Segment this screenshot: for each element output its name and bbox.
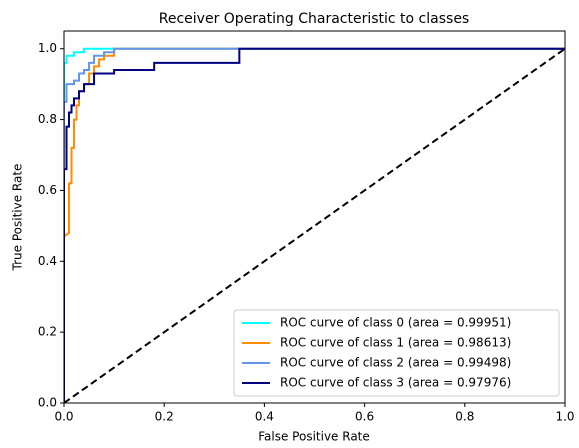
y-axis-label: True Positive Rate — [11, 164, 25, 272]
y-tick-label: 1.0 — [38, 41, 57, 55]
y-tick-label: 0.2 — [38, 325, 57, 339]
chart-title: Receiver Operating Characteristic to cla… — [159, 11, 469, 27]
y-tick-label: 0.4 — [38, 254, 57, 268]
y-tick-label: 0.0 — [38, 396, 57, 410]
legend-label: ROC curve of class 1 (area = 0.98613) — [280, 336, 511, 350]
y-tick-label: 0.6 — [38, 183, 57, 197]
x-tick-label: 0.0 — [54, 410, 73, 424]
y-tick-label: 0.8 — [38, 112, 57, 126]
x-tick-label: 0.6 — [355, 410, 374, 424]
roc-line — [64, 47, 565, 403]
legend-label: ROC curve of class 2 (area = 0.99498) — [280, 356, 511, 370]
x-tick-label: 1.0 — [555, 410, 574, 424]
legend-label: ROC curve of class 3 (area = 0.97976) — [280, 376, 511, 390]
x-tick-label: 0.2 — [155, 410, 174, 424]
legend-box — [233, 309, 560, 397]
axes-frame — [63, 30, 566, 404]
reference-line — [64, 47, 565, 403]
x-tick-label: 0.8 — [455, 410, 474, 424]
roc-line — [64, 47, 565, 403]
x-tick-label: 0.4 — [255, 410, 274, 424]
roc-line — [64, 47, 565, 403]
legend-label: ROC curve of class 0 (area = 0.99951) — [280, 316, 511, 330]
x-axis-label: False Positive Rate — [258, 430, 370, 444]
